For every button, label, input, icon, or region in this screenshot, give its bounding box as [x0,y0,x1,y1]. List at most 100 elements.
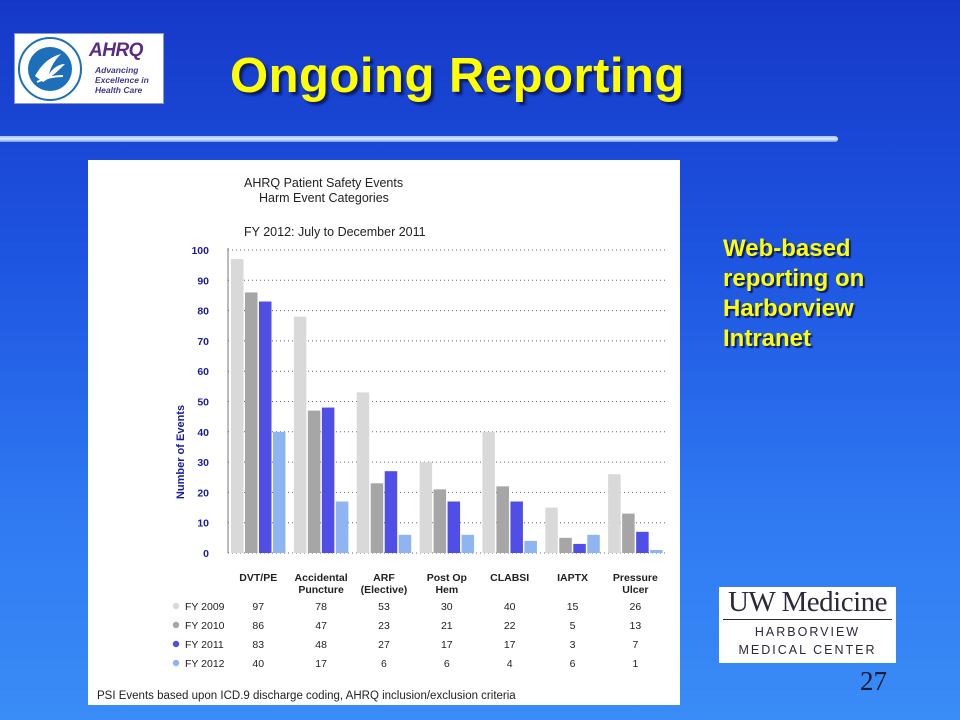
x-category-label: Post Op [427,572,467,584]
bar [573,543,586,553]
bar [245,292,258,553]
x-category-label: CLABSI [490,572,529,584]
bar [259,301,272,553]
data-table-value: 4 [507,658,513,670]
data-table-value: 6 [570,658,576,670]
x-category-label: Ulcer [622,584,648,596]
ahrq-wordmark: AHRQ [89,40,143,61]
y-tick-label: 90 [197,275,209,287]
bar [510,501,523,553]
ahrq-tagline-line: Advancing [95,65,139,75]
bar [650,549,663,553]
legend-marker [172,602,180,610]
data-table-value: 40 [504,601,516,613]
bar [461,534,475,553]
y-tick-label: 40 [197,427,209,439]
y-tick-label: 20 [197,487,209,499]
x-category-label: ARF [373,572,395,584]
bar [321,407,335,553]
data-table-value: 1 [632,658,638,670]
bar [273,431,286,553]
uw-logo-rule [723,619,892,620]
uw-medicine-logo: UW Medicine HARBORVIEW MEDICAL CENTER [719,587,896,663]
data-table-value: 5 [570,620,576,632]
bar [496,486,509,553]
uw-sub-line: HARBORVIEW [754,625,861,639]
chart-panel: AHRQ Patient Safety Events Harm Event Ca… [88,160,680,705]
y-tick-label: 10 [197,518,209,530]
legend-label: FY 2011 [185,639,224,651]
data-table-value: 13 [630,620,642,632]
y-tick-label: 100 [191,245,209,257]
y-tick-label: 50 [197,397,209,409]
chart-period: FY 2012: July to December 2011 [244,225,426,239]
data-table-value: 17 [441,639,453,651]
y-tick-label: 60 [197,366,209,378]
x-category-label: IAPTX [557,572,588,584]
legend-label: FY 2010 [185,620,225,632]
chart-subtitle: Harm Event Categories [259,191,389,205]
data-table-value: 21 [441,620,453,632]
bar-chart: AHRQ Patient Safety Events Harm Event Ca… [97,176,668,702]
bar [419,462,433,553]
slide-title: Ongoing Reporting [230,49,685,103]
side-note-line: reporting on [723,265,865,292]
data-table-value: 27 [378,639,390,651]
data-table-value: 3 [570,639,576,651]
data-table-value: 30 [441,601,453,613]
chart-footnote: PSI Events based upon ICD.9 discharge co… [97,690,516,702]
data-table-value: 15 [567,601,579,613]
y-tick-label: 70 [197,336,209,348]
uw-medicine-wordmark: UW Medicine [727,586,888,618]
legend-marker [172,640,180,648]
bar [608,474,621,553]
bar [545,507,558,553]
ahrq-tagline-line: Health Care [95,85,143,95]
uw-sub-line: MEDICAL CENTER [738,643,877,657]
x-category-label: Hem [435,584,458,596]
x-category-label: Puncture [298,584,344,596]
data-table-value: 48 [315,639,327,651]
bar [482,431,495,553]
y-tick-label: 30 [197,457,209,469]
ahrq-logo: AHRQ Advancing Excellence in Health Care [85,38,161,100]
data-table-value: 26 [630,601,642,613]
side-note-line: Intranet [723,325,812,352]
side-note: Web-based reporting on Harborview Intran… [723,234,943,354]
legend-label: FY 2009 [185,601,225,613]
data-table-value: 7 [632,639,638,651]
ahrq-tagline: Advancing Excellence in Health Care [95,65,165,95]
bar [433,489,447,553]
bar [335,501,349,553]
logo-box: AHRQ Advancing Excellence in Health Care [14,33,164,104]
data-table-value: 40 [252,658,264,670]
bar [524,540,537,553]
data-table-value: 17 [504,639,516,651]
data-table-value: 53 [378,601,390,613]
bar [587,534,600,553]
y-axis-label: Number of Events [175,405,187,499]
x-category-label: (Elective) [361,584,408,596]
x-category-label: Accidental [295,572,348,584]
bar [231,259,244,553]
data-table-value: 6 [444,658,450,670]
legend-marker [172,621,180,629]
data-table-value: 17 [315,658,327,670]
data-table-value: 47 [315,620,327,632]
bar [559,537,572,553]
data-table-value: 86 [252,620,264,632]
bar [307,410,321,553]
bar [293,316,307,553]
bar [384,471,398,553]
bar [636,531,649,553]
data-table-value: 78 [315,601,327,613]
page-number: 27 [860,666,887,696]
y-tick-label: 80 [197,306,209,318]
data-table-value: 97 [252,601,264,613]
bar [356,392,370,553]
side-note-line: Web-based [723,235,851,262]
bar [447,501,461,553]
data-table-value: 23 [378,620,390,632]
chart-title: AHRQ Patient Safety Events [244,176,403,190]
legend-label: FY 2012 [185,658,225,670]
